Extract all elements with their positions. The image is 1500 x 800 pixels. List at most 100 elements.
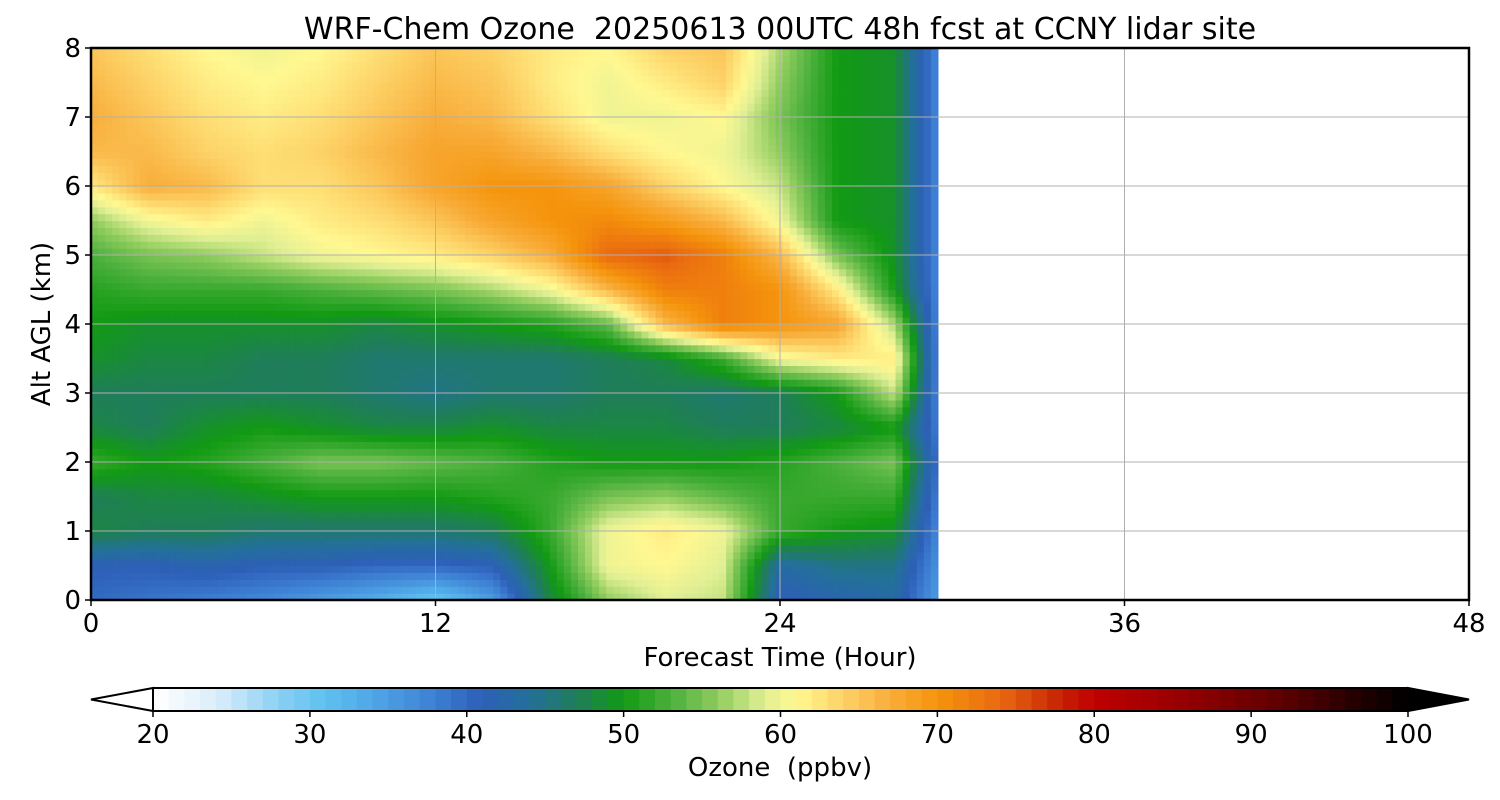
colorbar [90, 686, 1470, 713]
colorbar-swatch [247, 688, 264, 711]
colorbar-swatch [1376, 688, 1393, 711]
colorbar-swatch [1125, 688, 1142, 711]
y-tick-label: 1 [64, 517, 81, 547]
colorbar-swatch [1094, 688, 1111, 711]
colorbar-swatch [1251, 688, 1268, 711]
colorbar-swatch [545, 688, 562, 711]
colorbar-swatch [482, 688, 499, 711]
colorbar-swatch [404, 688, 421, 711]
colorbar-swatch [968, 688, 985, 711]
colorbar-tick-label: 70 [921, 720, 954, 750]
colorbar-swatch [1172, 688, 1189, 711]
colorbar-swatch [262, 688, 279, 711]
colorbar-swatch [1329, 688, 1346, 711]
colorbar-swatch [168, 688, 185, 711]
colorbar-swatch [419, 688, 436, 711]
colorbar-swatch [984, 688, 1001, 711]
colorbar-swatch [686, 688, 703, 711]
colorbar-swatch [435, 688, 452, 711]
y-tick-label: 0 [64, 586, 81, 616]
colorbar-swatch [764, 688, 781, 711]
colorbar-swatch [1062, 688, 1080, 711]
colorbar-swatch [1345, 688, 1362, 711]
colorbar-swatch [1000, 688, 1017, 711]
colorbar-swatch [576, 688, 593, 711]
colorbar-tick-label: 30 [293, 720, 326, 750]
colorbar-swatch [796, 688, 813, 711]
colorbar-swatch [780, 688, 797, 711]
colorbar-swatch [231, 688, 248, 711]
colorbar-swatch [1015, 688, 1032, 711]
colorbar-swatch [858, 688, 876, 711]
colorbar-swatch [1282, 688, 1299, 711]
colorbar-swatch [670, 688, 687, 711]
colorbar-swatch [513, 688, 530, 711]
x-tick-label: 0 [83, 609, 100, 639]
colorbar-swatch [153, 688, 170, 711]
colorbar-swatch [215, 688, 232, 711]
colorbar-swatch [184, 688, 201, 711]
colorbar-swatch [655, 688, 672, 711]
colorbar-swatch [1157, 688, 1174, 711]
y-axis-ticks: 0 1 2 3 4 5 6 7 8 [64, 34, 91, 616]
ozone-contour-field [91, 48, 939, 600]
colorbar-swatch [1235, 688, 1252, 711]
colorbar-label: Ozone (ppbv) [688, 753, 872, 783]
colorbar-swatch [294, 688, 311, 711]
colorbar-swatch [733, 688, 750, 711]
colorbar-swatch [749, 688, 766, 711]
colorbar-swatch [1219, 688, 1236, 711]
y-tick-label: 7 [64, 103, 81, 133]
colorbar-swatch [811, 688, 829, 711]
colorbar-tick-label: 60 [764, 720, 797, 750]
x-tick-label: 36 [1108, 609, 1141, 639]
colorbar-swatch [1047, 688, 1064, 711]
colorbar-ticks: 20 30 40 50 60 70 80 90 100 [136, 711, 1433, 750]
y-tick-label: 8 [64, 34, 81, 64]
colorbar-tick-label: 80 [1078, 720, 1111, 750]
colorbar-tick-label: 50 [607, 720, 640, 750]
colorbar-swatch [325, 688, 342, 711]
colorbar-swatch [623, 688, 640, 711]
colorbar-swatch [200, 688, 217, 711]
colorbar-swatch [498, 688, 515, 711]
colorbar-swatch [874, 688, 891, 711]
y-axis-label: Alt AGL (km) [27, 242, 57, 406]
x-axis-ticks: 0 12 24 36 48 [83, 600, 1486, 639]
colorbar-swatch [278, 688, 295, 711]
colorbar-swatch [639, 688, 656, 711]
colorbar-swatch [921, 688, 938, 711]
colorbar-tick-label: 100 [1383, 720, 1433, 750]
colorbar-swatch [309, 688, 327, 711]
colorbar-swatch [560, 688, 578, 711]
colorbar-swatch [827, 688, 844, 711]
colorbar-swatch [1031, 688, 1048, 711]
colorbar-tick-label: 40 [450, 720, 483, 750]
colorbar-swatch [717, 688, 734, 711]
colorbar-swatch [890, 688, 907, 711]
colorbar-swatch [466, 688, 483, 711]
colorbar-swatch [1392, 688, 1409, 711]
x-axis-label: Forecast Time (Hour) [643, 643, 916, 673]
colorbar-swatch [1078, 688, 1095, 711]
colorbar-swatch [953, 688, 970, 711]
colorbar-swatch [1204, 688, 1221, 711]
x-tick-label: 24 [763, 609, 796, 639]
y-tick-label: 4 [64, 310, 81, 340]
colorbar-swatch [1109, 688, 1127, 711]
colorbar-high-extend [1407, 686, 1470, 713]
colorbar-swatch [529, 688, 546, 711]
colorbar-swatch [1313, 688, 1331, 711]
colorbar-swatch [702, 688, 719, 711]
colorbar-swatch [356, 688, 374, 711]
colorbar-swatch [341, 688, 358, 711]
colorbar-swatch [592, 688, 609, 711]
x-tick-label: 48 [1452, 609, 1485, 639]
colorbar-swatch [1266, 688, 1283, 711]
x-tick-label: 12 [419, 609, 452, 639]
y-tick-label: 5 [64, 241, 81, 271]
colorbar-swatch [451, 688, 468, 711]
colorbar-swatch [372, 688, 389, 711]
chart-title: WRF-Chem Ozone 20250613 00UTC 48h fcst a… [304, 12, 1256, 47]
